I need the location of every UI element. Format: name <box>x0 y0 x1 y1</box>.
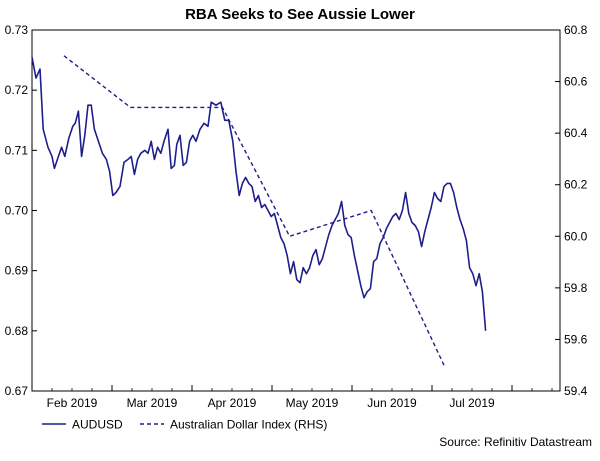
y-right-tick-label: 60.4 <box>564 126 588 140</box>
y-right-tick-label: 59.8 <box>564 281 588 295</box>
y-right-tick-label: 60.2 <box>564 178 588 192</box>
y-right-tick-label: 60.0 <box>564 229 588 243</box>
y-left-tick-label: 0.72 <box>5 83 29 97</box>
x-tick-label: Jun 2019 <box>367 396 417 410</box>
y-right-tick-label: 59.4 <box>564 384 588 398</box>
legend-label-audusd: AUDUSD <box>72 418 123 432</box>
legend: AUDUSD Australian Dollar Index (RHS) <box>42 418 327 432</box>
y-left-tick-label: 0.69 <box>5 264 29 278</box>
x-tick-label: Feb 2019 <box>47 396 98 410</box>
source-note: Source: Refinitiv Datastream <box>439 435 592 449</box>
x-tick-label: Mar 2019 <box>127 396 178 410</box>
plot-frame <box>31 29 561 392</box>
plot-area: 0.67 0.68 0.69 0.70 0.71 0.72 0.73 59.4 59.6 59.8… <box>5 23 588 410</box>
series-line-dollar-index <box>63 55 445 366</box>
y-left-tick-label: 0.73 <box>5 23 29 37</box>
x-tick-label: Apr 2019 <box>208 396 257 410</box>
x-tick-label: Jul 2019 <box>449 396 495 410</box>
y-left-tick-label: 0.67 <box>5 384 29 398</box>
y-left-tick-label: 0.71 <box>5 143 29 157</box>
legend-label-dollar-index: Australian Dollar Index (RHS) <box>170 418 327 432</box>
y-left-tick-label: 0.68 <box>5 324 29 338</box>
y-right-tick-label: 59.6 <box>564 332 588 346</box>
y-right-tick-label: 60.6 <box>564 75 588 89</box>
x-tick-label: May 2019 <box>286 396 339 410</box>
y-left-tick-label: 0.70 <box>5 204 29 218</box>
series-line-audusd <box>31 56 487 331</box>
y-right-tick-label: 60.8 <box>564 23 588 37</box>
chart-title: RBA Seeks to See Aussie Lower <box>185 6 415 23</box>
